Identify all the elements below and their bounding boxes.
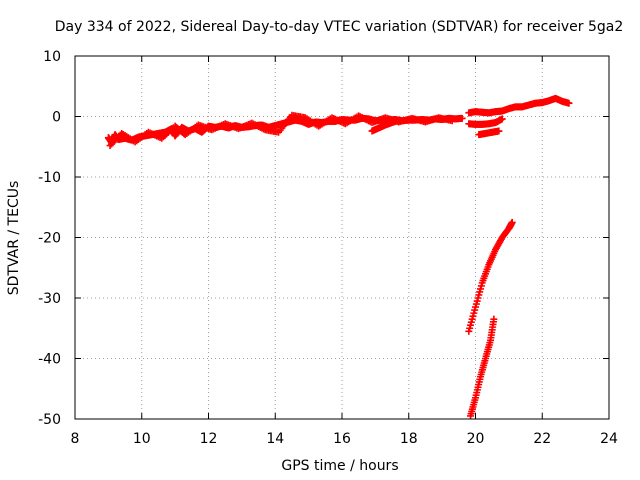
x-tick-label: 10 [133, 431, 151, 447]
series-main-band-spread [106, 111, 456, 150]
y-tick-label: 10 [43, 49, 61, 65]
x-tick-label: 12 [200, 431, 218, 447]
x-tick-label: 16 [333, 431, 351, 447]
data-point [495, 127, 503, 135]
data-point [458, 114, 466, 122]
series-short-segment-20 [475, 127, 503, 139]
data-point [565, 99, 573, 107]
grid [75, 56, 609, 419]
x-tick-label: 22 [533, 431, 551, 447]
data-point [395, 116, 403, 124]
y-tick-label: -50 [38, 412, 61, 428]
x-tick-label: 20 [467, 431, 485, 447]
y-axis-label: SDTVAR / TECUs [6, 181, 22, 296]
y-tick-label: -30 [38, 291, 61, 307]
y-tick-label: -10 [38, 170, 61, 186]
x-tick-labels: 8 10 12 14 16 18 20 22 24 [71, 431, 618, 447]
x-tick-label: 18 [400, 431, 418, 447]
x-axis-label: GPS time / hours [281, 458, 398, 474]
x-tick-label: 14 [266, 431, 284, 447]
plot-points [104, 94, 573, 420]
axis-ticks [74, 55, 610, 420]
y-tick-label: -40 [38, 352, 61, 368]
x-tick-label: 8 [71, 431, 80, 447]
y-tick-labels: -50 -40 -30 -20 -10 0 10 [38, 49, 61, 428]
y-tick-label: 0 [52, 110, 61, 126]
data-point [448, 117, 456, 125]
series-drop-line-2 [466, 315, 498, 420]
series-late-branch-lower [465, 115, 506, 128]
series-late-branch-upper [465, 94, 573, 117]
series-short-segment-17 [368, 116, 403, 135]
data-point [508, 218, 516, 226]
x-tick-label: 24 [600, 431, 618, 447]
series-drop-line-1 [465, 218, 516, 335]
chart-title: Day 334 of 2022, Sidereal Day-to-day VTE… [55, 19, 624, 35]
y-tick-label: -20 [38, 231, 61, 247]
data-point [490, 315, 498, 323]
data-point [498, 115, 506, 123]
